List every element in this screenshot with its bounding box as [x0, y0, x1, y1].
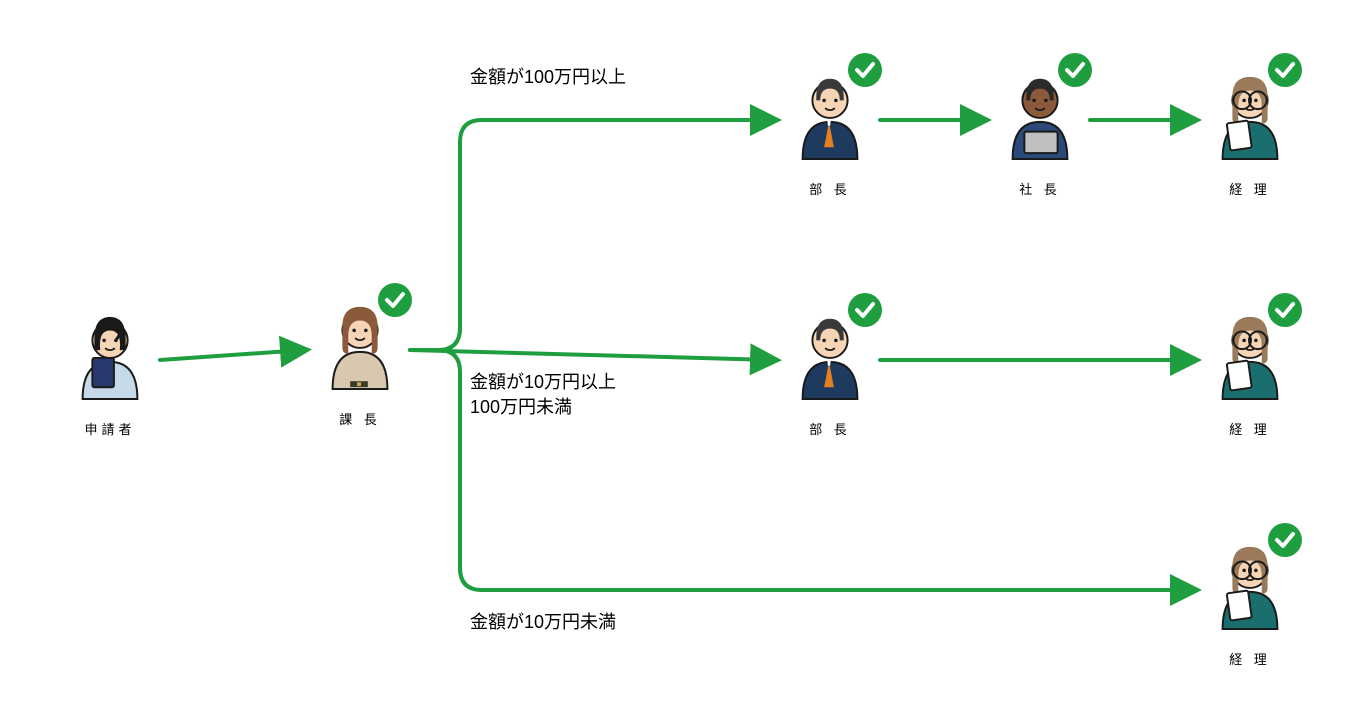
check-icon — [1057, 52, 1093, 88]
node-label: 経 理 — [1229, 649, 1271, 668]
node-label: 経 理 — [1229, 419, 1271, 438]
branch-label-low: 金額が10万円未満 — [470, 610, 616, 635]
branch-label-high: 金額が100万円以上 — [470, 65, 626, 90]
check-icon — [847, 52, 883, 88]
node-label: 経 理 — [1229, 179, 1271, 198]
check-icon — [1267, 52, 1303, 88]
edge-manager-dept2 — [410, 350, 774, 360]
node-applicant: 申請者 — [60, 300, 160, 438]
node-acct3: 経 理 — [1200, 530, 1300, 668]
node-acct1: 経 理 — [1200, 60, 1300, 198]
node-dept1: 部 長 — [780, 60, 880, 198]
edge-applicant-manager — [160, 350, 304, 360]
node-dept2: 部 長 — [780, 300, 880, 438]
node-label: 社 長 — [1019, 179, 1061, 198]
node-president: 社 長 — [990, 60, 1090, 198]
check-icon — [1267, 292, 1303, 328]
branch-label-mid: 金額が10万円以上100万円未満 — [470, 370, 616, 420]
node-label: 申請者 — [84, 419, 135, 438]
flow-connectors — [0, 0, 1360, 720]
node-acct2: 経 理 — [1200, 300, 1300, 438]
check-icon — [847, 292, 883, 328]
node-label: 課 長 — [339, 409, 381, 428]
check-icon — [377, 282, 413, 318]
edge-manager-dept1 — [410, 120, 774, 350]
node-label: 部 長 — [809, 419, 851, 438]
node-manager: 課 長 — [310, 290, 410, 428]
node-label: 部 長 — [809, 179, 851, 198]
check-icon — [1267, 522, 1303, 558]
